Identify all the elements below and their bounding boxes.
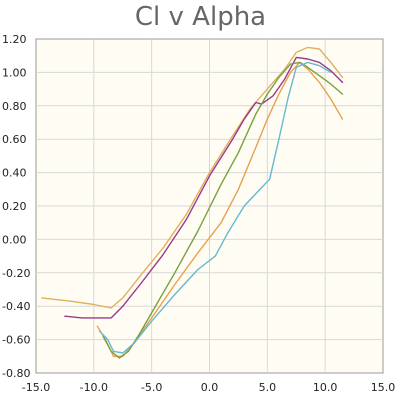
x-tick-label: -15.0 — [22, 381, 50, 394]
y-tick-label: -0.80 — [2, 367, 30, 380]
x-tick-label: 0.0 — [201, 381, 219, 394]
x-axis-ticks: -15.0 -10.0 -5.0 0.0 5.0 10.0 15.0 — [22, 381, 395, 394]
chart-title: Cl v Alpha — [134, 2, 267, 32]
y-tick-label: 0.40 — [2, 167, 27, 180]
x-tick-label: 15.0 — [371, 381, 396, 394]
x-tick-label: -5.0 — [141, 381, 162, 394]
y-tick-label: 1.20 — [2, 33, 27, 46]
y-tick-label: 0.80 — [2, 100, 27, 113]
x-tick-label: 5.0 — [259, 381, 277, 394]
series-line-1 — [41, 46, 344, 309]
x-tick-label: 10.0 — [313, 381, 338, 394]
y-tick-label: -0.40 — [2, 300, 30, 313]
x-tick-label: -10.0 — [80, 381, 108, 394]
series-line-5 — [98, 61, 332, 354]
y-tick-label: 0.00 — [2, 233, 27, 246]
y-tick-label: 1.00 — [2, 66, 27, 79]
series-line-2 — [64, 56, 344, 319]
grid — [36, 39, 383, 373]
y-tick-label: 0.60 — [2, 133, 27, 146]
y-tick-label: -0.60 — [2, 334, 30, 347]
y-tick-label: -0.20 — [2, 267, 30, 280]
y-tick-label: 0.20 — [2, 200, 27, 213]
y-axis-ticks: -0.80 -0.60 -0.40 -0.20 0.00 0.20 0.40 0.60 0.80… — [2, 33, 30, 380]
series-line-4 — [102, 61, 344, 359]
series-group — [41, 46, 344, 359]
